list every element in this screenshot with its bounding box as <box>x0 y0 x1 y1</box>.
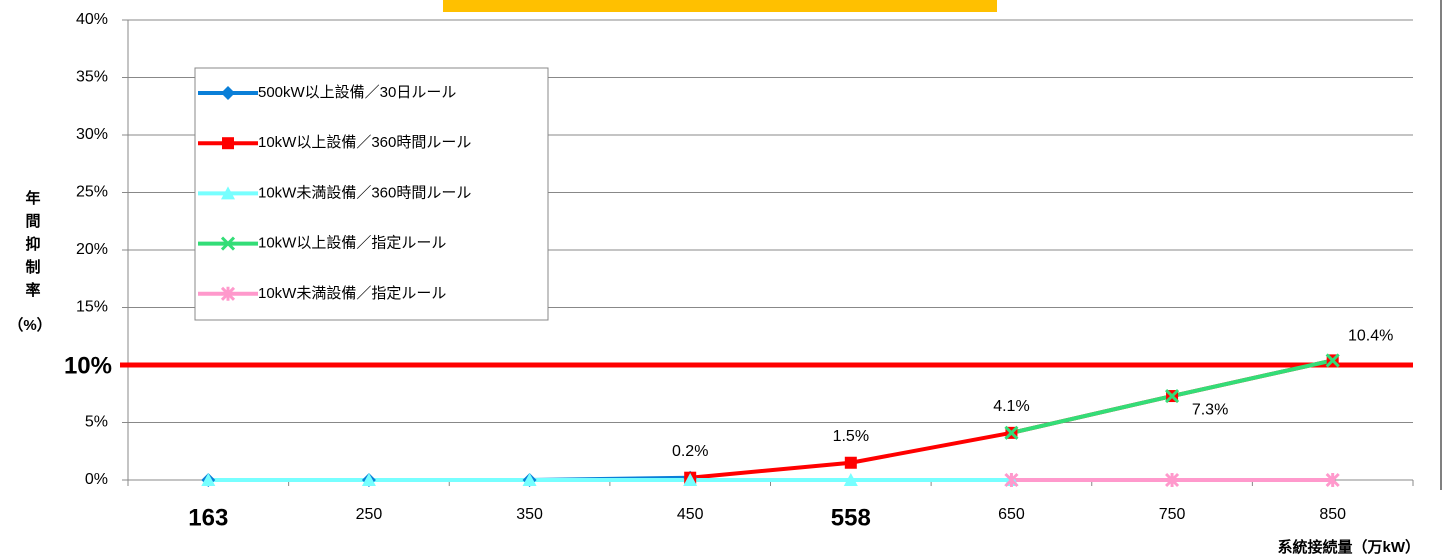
marker <box>522 473 537 486</box>
marker <box>222 137 234 150</box>
legend-label: 10kW以上設備／360時間ルール <box>258 134 471 151</box>
marker <box>221 186 235 200</box>
legend-label: 10kW未満設備／指定ルール <box>258 285 446 302</box>
marker <box>1325 472 1340 488</box>
legend: 500kW以上設備／30日ルール 10kW以上設備／360時間ルール 10kW未満設… <box>194 67 549 321</box>
x-axis-label: 系統接続量（万kW） <box>1277 538 1420 556</box>
marker <box>1164 472 1180 488</box>
x-tick-label: 450 <box>677 506 704 523</box>
y-tick-label: 35% <box>76 69 108 86</box>
x-tick-label: 350 <box>516 506 543 523</box>
marker <box>683 473 698 486</box>
data-label: 0.2% <box>672 443 708 460</box>
y-tick-label: 20% <box>76 241 108 258</box>
marker <box>361 473 376 486</box>
x-tick-label: 163 <box>188 504 228 531</box>
data-label: 4.1% <box>993 398 1029 415</box>
data-label: 10.4% <box>1348 328 1393 345</box>
y-tick-label: 40% <box>76 11 108 28</box>
y-tick-label: 25% <box>76 184 108 201</box>
y-axis-label: 年間抑制率 <box>24 189 41 305</box>
marker <box>220 286 236 301</box>
legend-label: 500kW以上設備／30日ルール <box>258 84 456 101</box>
data-label: 1.5% <box>833 428 869 445</box>
x-tick-label: 250 <box>356 506 383 523</box>
data-label: 7.3% <box>1192 401 1228 418</box>
series-line <box>690 358 1334 480</box>
marker <box>1004 472 1019 488</box>
x-tick-label: 650 <box>998 506 1025 523</box>
marker <box>201 473 216 486</box>
marker <box>1325 353 1340 368</box>
marker <box>220 236 236 251</box>
x-tick-label: 750 <box>1159 506 1186 523</box>
y-tick-label: 0% <box>85 471 108 488</box>
marker <box>221 86 235 100</box>
marker <box>1164 388 1180 404</box>
marker <box>1004 425 1019 440</box>
legend-label: 10kW以上設備／指定ルール <box>258 235 446 252</box>
header-banner <box>443 0 997 12</box>
y-tick-label: 5% <box>85 414 108 431</box>
y-tick-label: 15% <box>76 299 108 316</box>
marker <box>843 473 858 486</box>
x-tick-label: 558 <box>831 504 871 531</box>
x-tick-label: 850 <box>1319 506 1346 523</box>
marker <box>844 456 857 469</box>
legend-label: 10kW未満設備／360時間ルール <box>258 184 471 201</box>
y-tick-label: 30% <box>76 126 108 143</box>
threshold-label: 10% <box>64 352 112 379</box>
y-axis-label-unit: （%） <box>8 316 51 334</box>
